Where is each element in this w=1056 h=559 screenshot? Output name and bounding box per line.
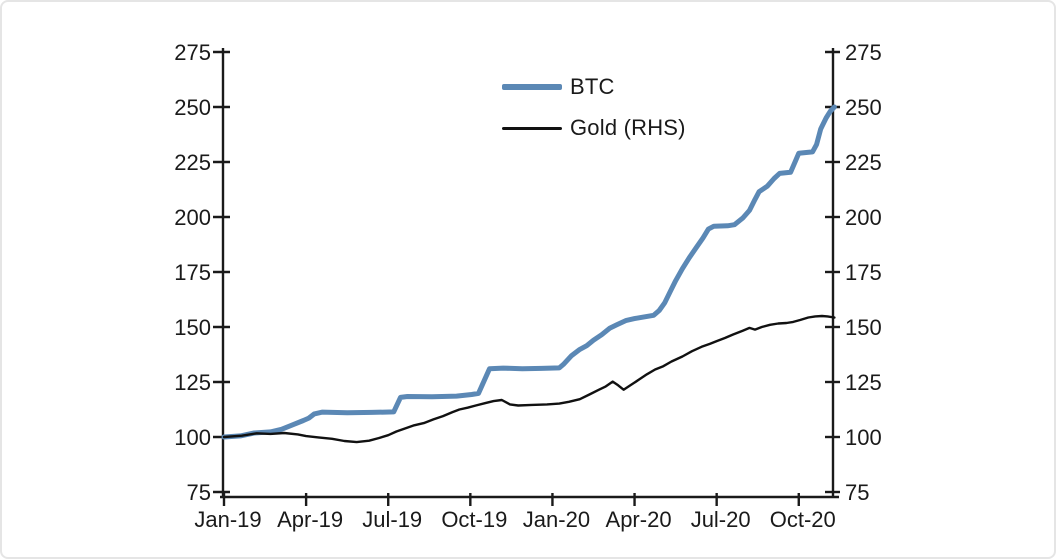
x-tick-label: Apr-19 <box>277 507 343 532</box>
x-tick-label: Oct-19 <box>441 507 507 532</box>
x-tick-label: Jan-19 <box>194 507 261 532</box>
y-tick-label-right: 200 <box>845 205 882 230</box>
legend-label-btc: BTC <box>570 74 615 99</box>
btc-line <box>221 104 837 440</box>
legend-item-gold: Gold (RHS) <box>502 115 686 140</box>
y-tick-label-right: 275 <box>845 40 882 65</box>
x-tick-label: Oct-20 <box>770 507 836 532</box>
y-tick-label-left: 150 <box>174 315 211 340</box>
legend-label-gold: Gold (RHS) <box>570 115 686 140</box>
gold-line <box>222 314 836 444</box>
axes <box>213 48 840 506</box>
legend-swatch-btc <box>502 84 562 90</box>
y-tick-label-left: 100 <box>174 425 211 450</box>
tick-labels: 275 275 250 250 225 225 200 200 175 175 150 150 125 1… <box>174 40 881 532</box>
y-tick-label-left: 275 <box>174 40 211 65</box>
legend-item-btc: BTC <box>502 74 686 99</box>
y-tick-label-left: 225 <box>174 150 211 175</box>
x-tick-label: Jul-19 <box>362 507 422 532</box>
y-tick-label-right: 225 <box>845 150 882 175</box>
y-tick-label-right: 75 <box>845 480 869 505</box>
legend-swatch-gold <box>502 126 562 130</box>
legend: BTC Gold (RHS) <box>502 74 686 140</box>
x-tick-label: Jul-20 <box>691 507 751 532</box>
x-tick-label: Jan-20 <box>523 507 590 532</box>
y-tick-label-left: 200 <box>174 205 211 230</box>
y-tick-label-right: 150 <box>845 315 882 340</box>
y-tick-label-left: 250 <box>174 95 211 120</box>
y-tick-label-left: 125 <box>174 370 211 395</box>
y-tick-label-left: 175 <box>174 260 211 285</box>
x-tick-label: Apr-20 <box>606 507 672 532</box>
series-lines <box>221 104 837 444</box>
y-tick-label-right: 175 <box>845 260 882 285</box>
y-tick-label-right: 100 <box>845 425 882 450</box>
y-tick-label-right: 125 <box>845 370 882 395</box>
y-tick-label-left: 75 <box>187 480 211 505</box>
y-tick-label-right: 250 <box>845 95 882 120</box>
